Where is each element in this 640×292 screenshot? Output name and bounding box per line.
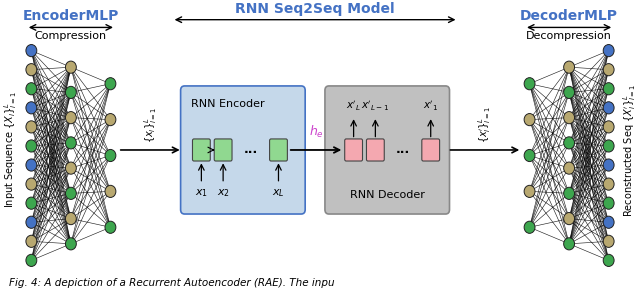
Circle shape	[564, 187, 575, 199]
Text: EncoderMLP: EncoderMLP	[22, 9, 119, 23]
FancyBboxPatch shape	[345, 139, 362, 161]
Circle shape	[604, 178, 614, 190]
Circle shape	[604, 121, 614, 133]
Text: $\{x_l\}_{l=1}^L$: $\{x_l\}_{l=1}^L$	[142, 107, 159, 143]
Circle shape	[524, 78, 535, 90]
FancyBboxPatch shape	[367, 139, 384, 161]
Circle shape	[604, 102, 614, 114]
Circle shape	[524, 221, 535, 233]
Text: RNN Seq2Seq Model: RNN Seq2Seq Model	[236, 2, 395, 16]
Circle shape	[604, 235, 614, 247]
Circle shape	[604, 159, 614, 171]
Text: $x_2$: $x_2$	[216, 187, 230, 199]
Circle shape	[26, 254, 36, 267]
Text: Reconstructed Seq $\{X_l'\}_{l=1}^L$: Reconstructed Seq $\{X_l'\}_{l=1}^L$	[621, 83, 638, 217]
Circle shape	[564, 61, 575, 73]
Text: $h_e$: $h_e$	[308, 124, 323, 140]
Circle shape	[26, 83, 36, 95]
FancyBboxPatch shape	[325, 86, 449, 214]
FancyBboxPatch shape	[269, 139, 287, 161]
FancyBboxPatch shape	[214, 139, 232, 161]
Circle shape	[65, 61, 76, 73]
Circle shape	[604, 83, 614, 95]
Circle shape	[65, 86, 76, 98]
Circle shape	[105, 185, 116, 197]
Circle shape	[105, 150, 116, 161]
Circle shape	[65, 162, 76, 174]
Circle shape	[564, 213, 575, 225]
Text: ...: ...	[244, 143, 258, 157]
Circle shape	[65, 187, 76, 199]
Text: Decompression: Decompression	[526, 31, 612, 41]
Circle shape	[604, 254, 614, 267]
Circle shape	[26, 121, 36, 133]
Circle shape	[105, 78, 116, 90]
Circle shape	[524, 114, 535, 126]
Text: Compression: Compression	[35, 31, 107, 41]
Text: Fig. 4: A depiction of a Recurrent Autoencoder (RAE). The inpu: Fig. 4: A depiction of a Recurrent Autoe…	[8, 278, 334, 288]
Circle shape	[604, 64, 614, 76]
Circle shape	[26, 64, 36, 76]
Circle shape	[564, 112, 575, 124]
Text: $x'_1$: $x'_1$	[423, 99, 438, 113]
Circle shape	[604, 197, 614, 209]
Circle shape	[26, 235, 36, 247]
Circle shape	[65, 238, 76, 250]
FancyBboxPatch shape	[193, 139, 211, 161]
Circle shape	[524, 185, 535, 197]
Circle shape	[65, 137, 76, 149]
FancyBboxPatch shape	[422, 139, 440, 161]
Circle shape	[65, 112, 76, 124]
Circle shape	[65, 213, 76, 225]
Circle shape	[26, 216, 36, 228]
Circle shape	[564, 162, 575, 174]
Text: $x_L$: $x_L$	[272, 187, 285, 199]
Circle shape	[564, 238, 575, 250]
Circle shape	[26, 45, 36, 57]
Circle shape	[105, 114, 116, 126]
Text: $x_1$: $x_1$	[195, 187, 208, 199]
Text: RNN Decoder: RNN Decoder	[350, 190, 425, 200]
Text: DecoderMLP: DecoderMLP	[520, 9, 618, 23]
Circle shape	[105, 221, 116, 233]
Circle shape	[26, 102, 36, 114]
Circle shape	[26, 197, 36, 209]
Circle shape	[564, 137, 575, 149]
Text: Input Sequence $\{X_l\}_{l=1}^L$: Input Sequence $\{X_l\}_{l=1}^L$	[2, 92, 19, 208]
Circle shape	[26, 140, 36, 152]
Circle shape	[604, 216, 614, 228]
Text: $x'_L$: $x'_L$	[346, 99, 361, 113]
Text: RNN Encoder: RNN Encoder	[191, 99, 264, 109]
Text: ...: ...	[396, 143, 410, 157]
Text: $x'_{L-1}$: $x'_{L-1}$	[361, 99, 390, 113]
Circle shape	[604, 140, 614, 152]
Circle shape	[604, 45, 614, 57]
Text: $\{x_l'\}_{l=1}^L$: $\{x_l'\}_{l=1}^L$	[476, 107, 493, 143]
Circle shape	[564, 86, 575, 98]
Circle shape	[26, 178, 36, 190]
FancyBboxPatch shape	[180, 86, 305, 214]
Circle shape	[26, 159, 36, 171]
Circle shape	[524, 150, 535, 161]
